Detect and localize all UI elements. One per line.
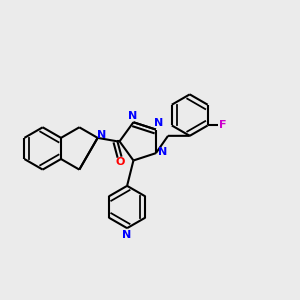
Text: N: N [97,130,106,140]
Text: N: N [158,147,167,157]
Text: N: N [154,118,163,128]
Text: N: N [122,230,132,240]
Text: O: O [116,157,125,167]
Text: F: F [220,121,227,130]
Text: N: N [128,111,137,121]
